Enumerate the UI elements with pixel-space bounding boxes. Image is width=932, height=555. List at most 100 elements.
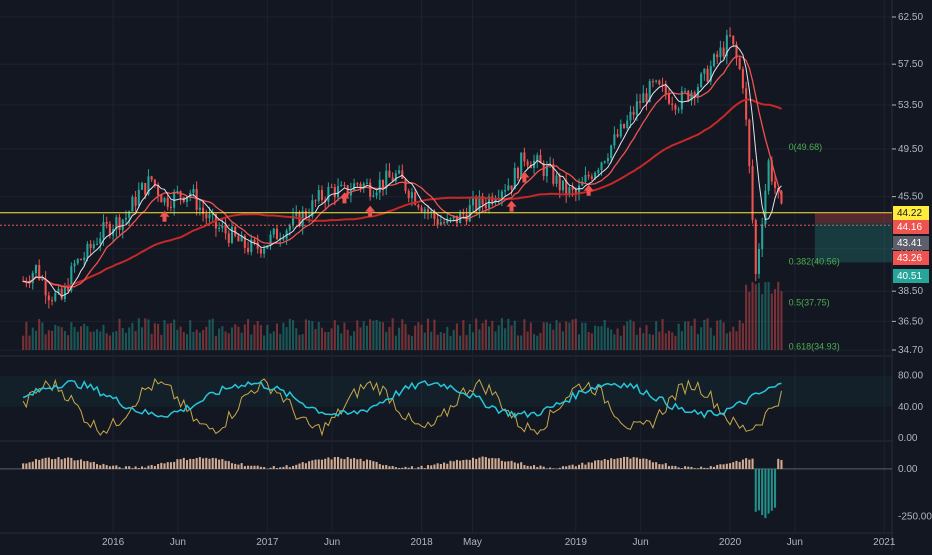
volume-bar: [163, 320, 165, 350]
ind2-bar: [38, 460, 40, 469]
candle-body: [739, 58, 741, 69]
ind2-bar: [51, 459, 53, 469]
volume-bar: [99, 331, 101, 350]
volume-bar: [118, 319, 120, 350]
volume-bar: [745, 285, 747, 350]
volume-bar: [620, 336, 622, 350]
volume-bar: [298, 335, 300, 350]
ind2-bar: [398, 468, 400, 469]
candle-body: [54, 293, 56, 301]
volume-bar: [424, 333, 426, 350]
volume-bar: [331, 328, 333, 350]
volume-bar: [408, 335, 410, 350]
volume-bar: [710, 328, 712, 350]
ind2-bar: [45, 458, 47, 469]
ind2-bar: [739, 462, 741, 469]
volume-bar: [276, 324, 278, 350]
ind2-bar: [732, 462, 734, 469]
ind2-bar: [379, 464, 381, 469]
x-tick-label: Jun: [633, 537, 649, 548]
candle-body: [343, 185, 345, 186]
ind2-bar: [331, 459, 333, 468]
candle-body: [604, 161, 606, 162]
volume-bar: [658, 332, 660, 350]
volume-bar: [324, 332, 326, 350]
volume-bar: [141, 327, 143, 350]
ind2-bar: [343, 459, 345, 469]
candle-body: [597, 170, 599, 173]
volume-bar: [80, 326, 82, 350]
volume-bar: [478, 329, 480, 350]
ind2-bar: [64, 458, 66, 469]
candle-body: [536, 155, 538, 161]
candle-body: [501, 191, 503, 197]
ind2-bar: [642, 458, 644, 468]
volume-bar: [54, 325, 56, 350]
candle-body: [398, 170, 400, 173]
volume-bar: [151, 334, 153, 350]
volume-bar: [186, 334, 188, 350]
ind2-bar: [523, 465, 525, 469]
ind2-bar: [478, 458, 480, 469]
candle-body: [99, 238, 101, 243]
ind2-bar: [372, 461, 374, 469]
volume-bar: [639, 328, 641, 350]
ind2-bar: [613, 459, 615, 469]
ind2-bar: [617, 458, 619, 469]
volume-bar: [732, 327, 734, 350]
candle-body: [684, 91, 686, 92]
volume-bar: [449, 336, 451, 350]
volume-bar: [774, 289, 776, 350]
ind2-bar: [417, 467, 419, 469]
volume-bar: [308, 320, 310, 350]
volume-bar: [83, 324, 85, 350]
volume-bar: [122, 328, 124, 350]
x-tick-label: 2018: [410, 537, 433, 548]
ind2-bar: [411, 466, 413, 469]
volume-bar: [764, 282, 766, 350]
volume-bar: [372, 321, 374, 350]
ind2-bar: [138, 468, 140, 469]
ind1-tick-label: 80.00: [898, 371, 923, 382]
candle-body: [388, 171, 390, 178]
volume-bar: [173, 320, 175, 350]
ind2-bar: [305, 463, 307, 469]
ind2-bar: [430, 465, 432, 469]
candle-body: [504, 190, 506, 191]
volume-bar: [359, 327, 361, 350]
ind2-bar: [151, 465, 153, 469]
candle-body: [208, 214, 210, 218]
price-tag-text: 40.51: [897, 271, 922, 282]
volume-bar: [340, 333, 342, 350]
candle-body: [263, 249, 265, 254]
volume-bar: [523, 319, 525, 350]
volume-bar: [183, 332, 185, 350]
ind2-bar: [777, 459, 779, 469]
candle-body: [411, 192, 413, 198]
volume-bar: [694, 319, 696, 350]
candle-body: [674, 105, 676, 110]
ind2-bar: [292, 466, 294, 469]
ind2-bar: [752, 459, 754, 469]
fib-label: 0(49.68): [789, 142, 823, 152]
volume-bar: [247, 319, 249, 350]
volume-bar: [755, 284, 757, 350]
ind2-bar: [735, 461, 737, 469]
volume-bar: [138, 318, 140, 350]
volume-bar: [125, 333, 127, 350]
volume-bar: [610, 329, 612, 350]
candle-body: [642, 93, 644, 103]
volume-bar: [462, 320, 464, 350]
ind2-bar: [700, 467, 702, 469]
ind2-bar: [674, 466, 676, 469]
candle-body: [658, 81, 660, 85]
ind2-bar: [504, 462, 506, 469]
candle-body: [337, 186, 339, 197]
volume-bar: [466, 335, 468, 350]
ind2-bar: [70, 458, 72, 469]
ind2-bar: [57, 457, 59, 469]
ind2-bar: [543, 467, 545, 469]
ind2-bar: [353, 458, 355, 469]
